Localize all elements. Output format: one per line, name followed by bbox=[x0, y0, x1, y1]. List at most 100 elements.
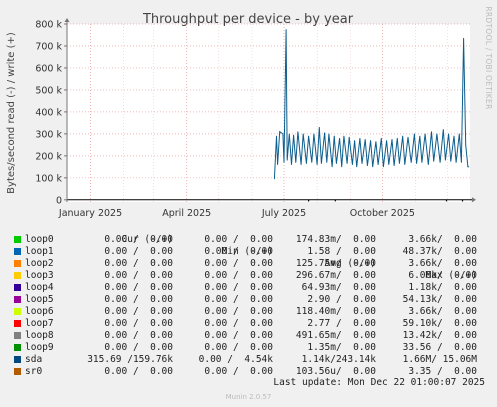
data-point bbox=[391, 138, 393, 140]
legend-name: loop1 bbox=[25, 246, 54, 257]
x-tick-label: July 2025 bbox=[261, 208, 306, 219]
legend-row: loop9 0.00 / 0.00 0.00 / 0.00 1.35m/ 0.00 33… bbox=[0, 342, 497, 354]
plot-area bbox=[67, 24, 470, 202]
data-point bbox=[431, 131, 432, 133]
legend-max: 59.10k/ 0.00 bbox=[402, 318, 477, 329]
data-point bbox=[399, 163, 400, 164]
data-point bbox=[370, 140, 371, 141]
data-point bbox=[341, 166, 343, 168]
y-tick-label: 0 bbox=[56, 195, 62, 206]
data-point bbox=[427, 164, 429, 166]
munin-version: Munin 2.0.57 bbox=[225, 393, 272, 401]
legend-max: 1.66M/ 15.06M bbox=[402, 354, 477, 365]
data-point bbox=[439, 162, 441, 163]
y-axis-label: Bytes/second read (-) / write (+) bbox=[6, 32, 17, 194]
data-point bbox=[326, 162, 328, 163]
legend-swatch bbox=[14, 296, 21, 303]
y-tick-label: 500 k bbox=[35, 85, 62, 96]
data-point bbox=[421, 162, 423, 163]
legend-cur: 0.00 / 0.00 bbox=[104, 318, 173, 329]
axes bbox=[64, 18, 476, 203]
data-point bbox=[468, 166, 470, 168]
data-point bbox=[450, 160, 452, 162]
y-tick-label: 300 k bbox=[35, 129, 62, 140]
data-point bbox=[293, 134, 295, 136]
data-point bbox=[318, 126, 320, 128]
legend-min: 0.00 / 0.00 bbox=[204, 366, 273, 377]
rrdtool-watermark: RRDTOOL / TOBI OETIKER bbox=[484, 6, 493, 109]
data-point bbox=[410, 162, 412, 163]
data-point bbox=[276, 135, 277, 137]
data-point bbox=[277, 164, 278, 166]
legend-row: loop5 0.00 / 0.00 0.00 / 0.00 2.90 / 0.00 54… bbox=[0, 294, 497, 306]
data-point bbox=[328, 133, 330, 135]
legend-max: 54.13k/ 0.00 bbox=[402, 294, 477, 305]
data-point bbox=[331, 166, 333, 168]
legend-avg: 125.75m/ 0.00 bbox=[295, 258, 376, 269]
data-point bbox=[445, 159, 446, 161]
legend-row: loop4 0.00 / 0.00 0.00 / 0.00 64.93m/ 0.00 1… bbox=[0, 282, 497, 294]
legend-avg: 2.77 / 0.00 bbox=[307, 318, 376, 329]
y-ticks: 0 100 k 200 k 300 k 400 k 500 k 600 k 700 k 800 … bbox=[35, 20, 62, 207]
series-layer bbox=[273, 29, 470, 202]
legend-swatch bbox=[14, 308, 21, 315]
legend-avg: 174.83m/ 0.00 bbox=[295, 234, 376, 245]
x-ticks: January 2025 April 2025 July 2025 October 2… bbox=[58, 208, 415, 219]
data-point bbox=[346, 163, 348, 164]
data-point bbox=[286, 159, 288, 161]
data-point bbox=[297, 131, 299, 133]
legend-swatch bbox=[14, 236, 21, 243]
legend-min: 0.00 / 0.00 bbox=[204, 330, 273, 341]
legend: Cur (-/+) Min (-/+) Avg (-/+) Max (-/+) … bbox=[0, 222, 497, 378]
x-tick-label: April 2025 bbox=[162, 208, 211, 219]
data-point bbox=[366, 165, 368, 167]
legend-row: loop8 0.00 / 0.00 0.00 / 0.00 491.65m/ 0.00… bbox=[0, 330, 497, 342]
legend-name: loop5 bbox=[25, 294, 54, 305]
header-cur: Cur (-/+) bbox=[121, 234, 173, 245]
last-update: Last update: Mon Dec 22 01:00:07 2025 bbox=[273, 377, 485, 388]
data-point bbox=[364, 138, 366, 140]
y-tick-label: 200 k bbox=[35, 151, 62, 162]
legend-max: 48.37k/ 0.00 bbox=[402, 246, 477, 257]
data-point bbox=[282, 133, 284, 135]
data-point bbox=[424, 133, 426, 135]
y-tick-label: 100 k bbox=[35, 173, 62, 184]
data-point bbox=[461, 162, 462, 163]
data-point bbox=[283, 162, 285, 163]
data-point bbox=[333, 135, 335, 137]
legend-name: loop8 bbox=[25, 330, 54, 341]
legend-row: loop7 0.00 / 0.00 0.00 / 0.00 2.77 / 0.00 59… bbox=[0, 318, 497, 330]
data-point bbox=[316, 164, 318, 166]
legend-name: loop2 bbox=[25, 258, 54, 269]
legend-row: loop3 0.00 / 0.00 0.00 / 0.00 296.67m/ 0.00… bbox=[0, 270, 497, 282]
legend-cur: 0.00 / 0.00 bbox=[104, 282, 173, 293]
y-tick-label: 800 k bbox=[35, 20, 62, 31]
legend-row: loop1 0.00 / 0.00 0.00 / 0.00 1.58 / 0.00 48… bbox=[0, 246, 497, 258]
data-point bbox=[311, 162, 313, 163]
data-point bbox=[380, 137, 382, 139]
legend-row: loop2 0.00 / 0.00 0.00 / 0.00 125.75m/ 0.00… bbox=[0, 258, 497, 270]
data-point bbox=[404, 164, 406, 166]
data-point bbox=[463, 37, 464, 39]
legend-avg: 1.35m/ 0.00 bbox=[307, 342, 376, 353]
legend-row: sr0 0.00 / 0.00 0.00 / 0.00 103.56u/ 0.00 3.… bbox=[0, 366, 497, 378]
data-point bbox=[343, 135, 345, 137]
legend-min: 0.00 / 0.00 bbox=[204, 270, 273, 281]
data-point bbox=[279, 131, 281, 133]
y-tick-label: 700 k bbox=[35, 41, 62, 52]
legend-name: loop6 bbox=[25, 306, 54, 317]
legend-name: loop3 bbox=[25, 270, 54, 281]
legend-max: 6.06k/ 0.00 bbox=[408, 270, 477, 281]
legend-min: 0.00 / 0.00 bbox=[204, 306, 273, 317]
data-point bbox=[383, 166, 384, 168]
legend-avg: 118.40m/ 0.00 bbox=[295, 306, 376, 317]
data-point bbox=[273, 178, 275, 180]
y-tick-label: 400 k bbox=[35, 107, 62, 118]
legend-cur: 0.00 / 0.00 bbox=[104, 246, 173, 257]
legend-cur: 0.00 / 0.00 bbox=[104, 234, 173, 245]
data-point bbox=[433, 160, 435, 162]
data-point bbox=[436, 133, 438, 135]
legend-min: 0.00 / 0.00 bbox=[204, 342, 273, 353]
y-axis-arrow bbox=[64, 18, 70, 22]
data-point bbox=[393, 165, 395, 167]
